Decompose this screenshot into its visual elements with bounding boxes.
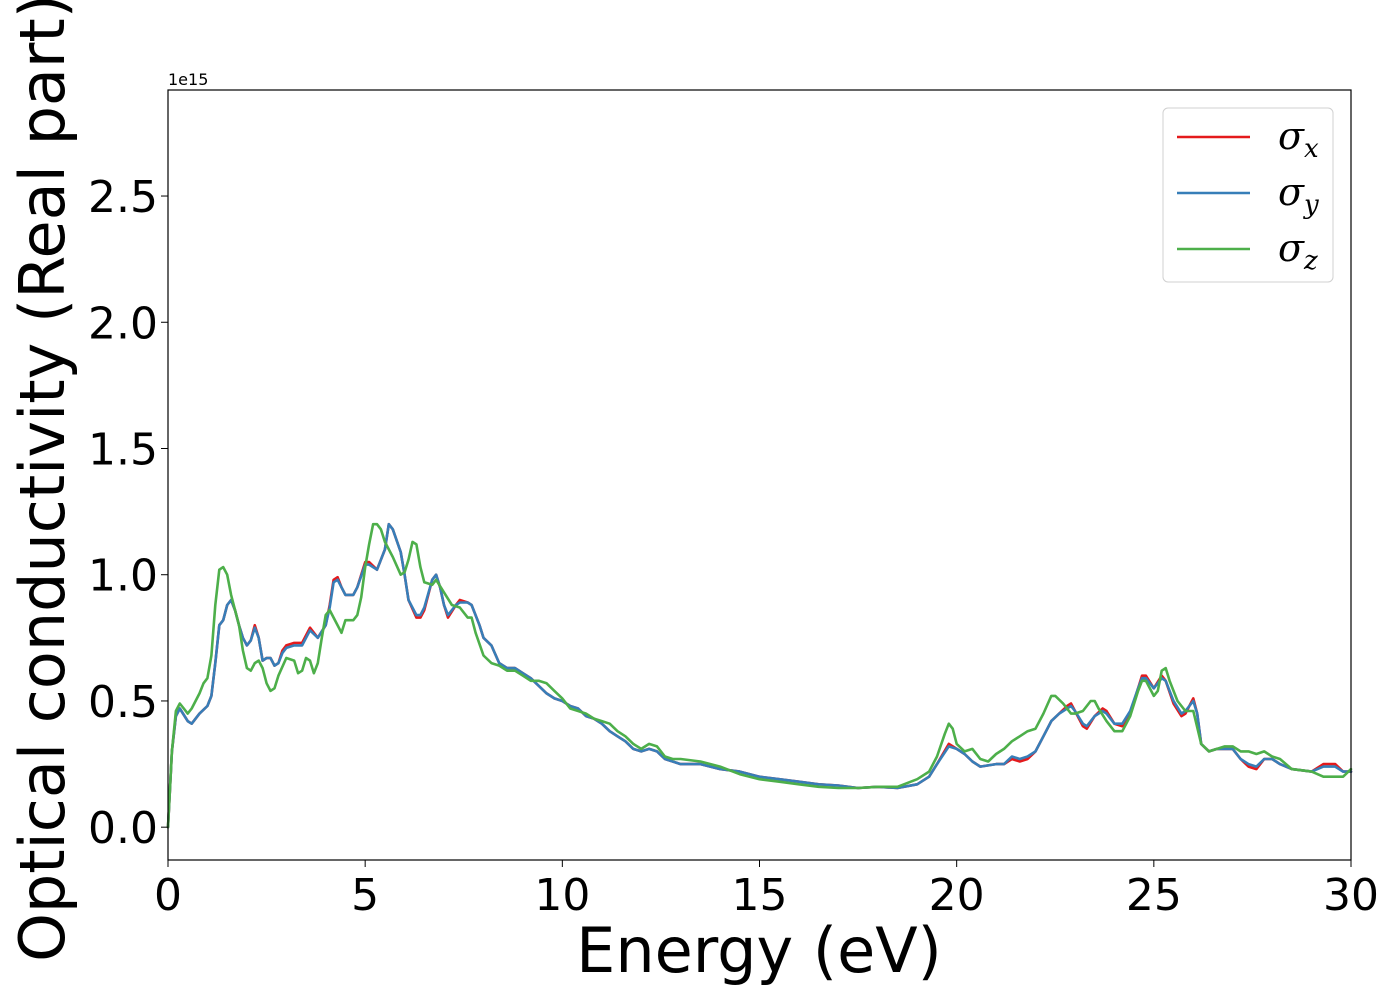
x-tick-label: 10 [534, 870, 590, 921]
y-tick-label: 1.0 [88, 551, 158, 602]
y-offset-label: 1e15 [168, 70, 208, 89]
y-tick-label: 0.5 [88, 677, 158, 728]
legend-label-z: σz [1278, 226, 1318, 276]
legend: σx σy σz [1162, 107, 1334, 283]
series-line-y [166, 522, 1353, 829]
x-tick-label: 20 [929, 870, 985, 921]
legend-box [1162, 107, 1334, 283]
x-tick-label: 15 [732, 870, 788, 921]
y-axis-label: Optical conductivity (Real part) [6, 0, 79, 962]
plot-lines [166, 522, 1353, 829]
y-tick-label: 2.5 [88, 172, 158, 223]
x-tick-label: 5 [351, 870, 379, 921]
legend-label-y: σy [1278, 170, 1319, 220]
y-tick-label: 1.5 [88, 424, 158, 475]
y-tick-label: 0.0 [88, 803, 158, 854]
x-tick-label: 25 [1126, 870, 1182, 921]
y-tick-label: 2.0 [88, 298, 158, 349]
legend-label-x: σx [1278, 114, 1319, 164]
series-line-z [166, 522, 1353, 829]
x-tick-label: 30 [1323, 870, 1379, 921]
x-axis-ticks: 0 5 10 15 20 25 30 [154, 860, 1379, 921]
y-axis-ticks: 0.0 0.5 1.0 1.5 2.0 2.5 [88, 172, 168, 854]
x-axis-label: Energy (eV) [576, 914, 942, 987]
x-tick-label: 0 [154, 870, 182, 921]
